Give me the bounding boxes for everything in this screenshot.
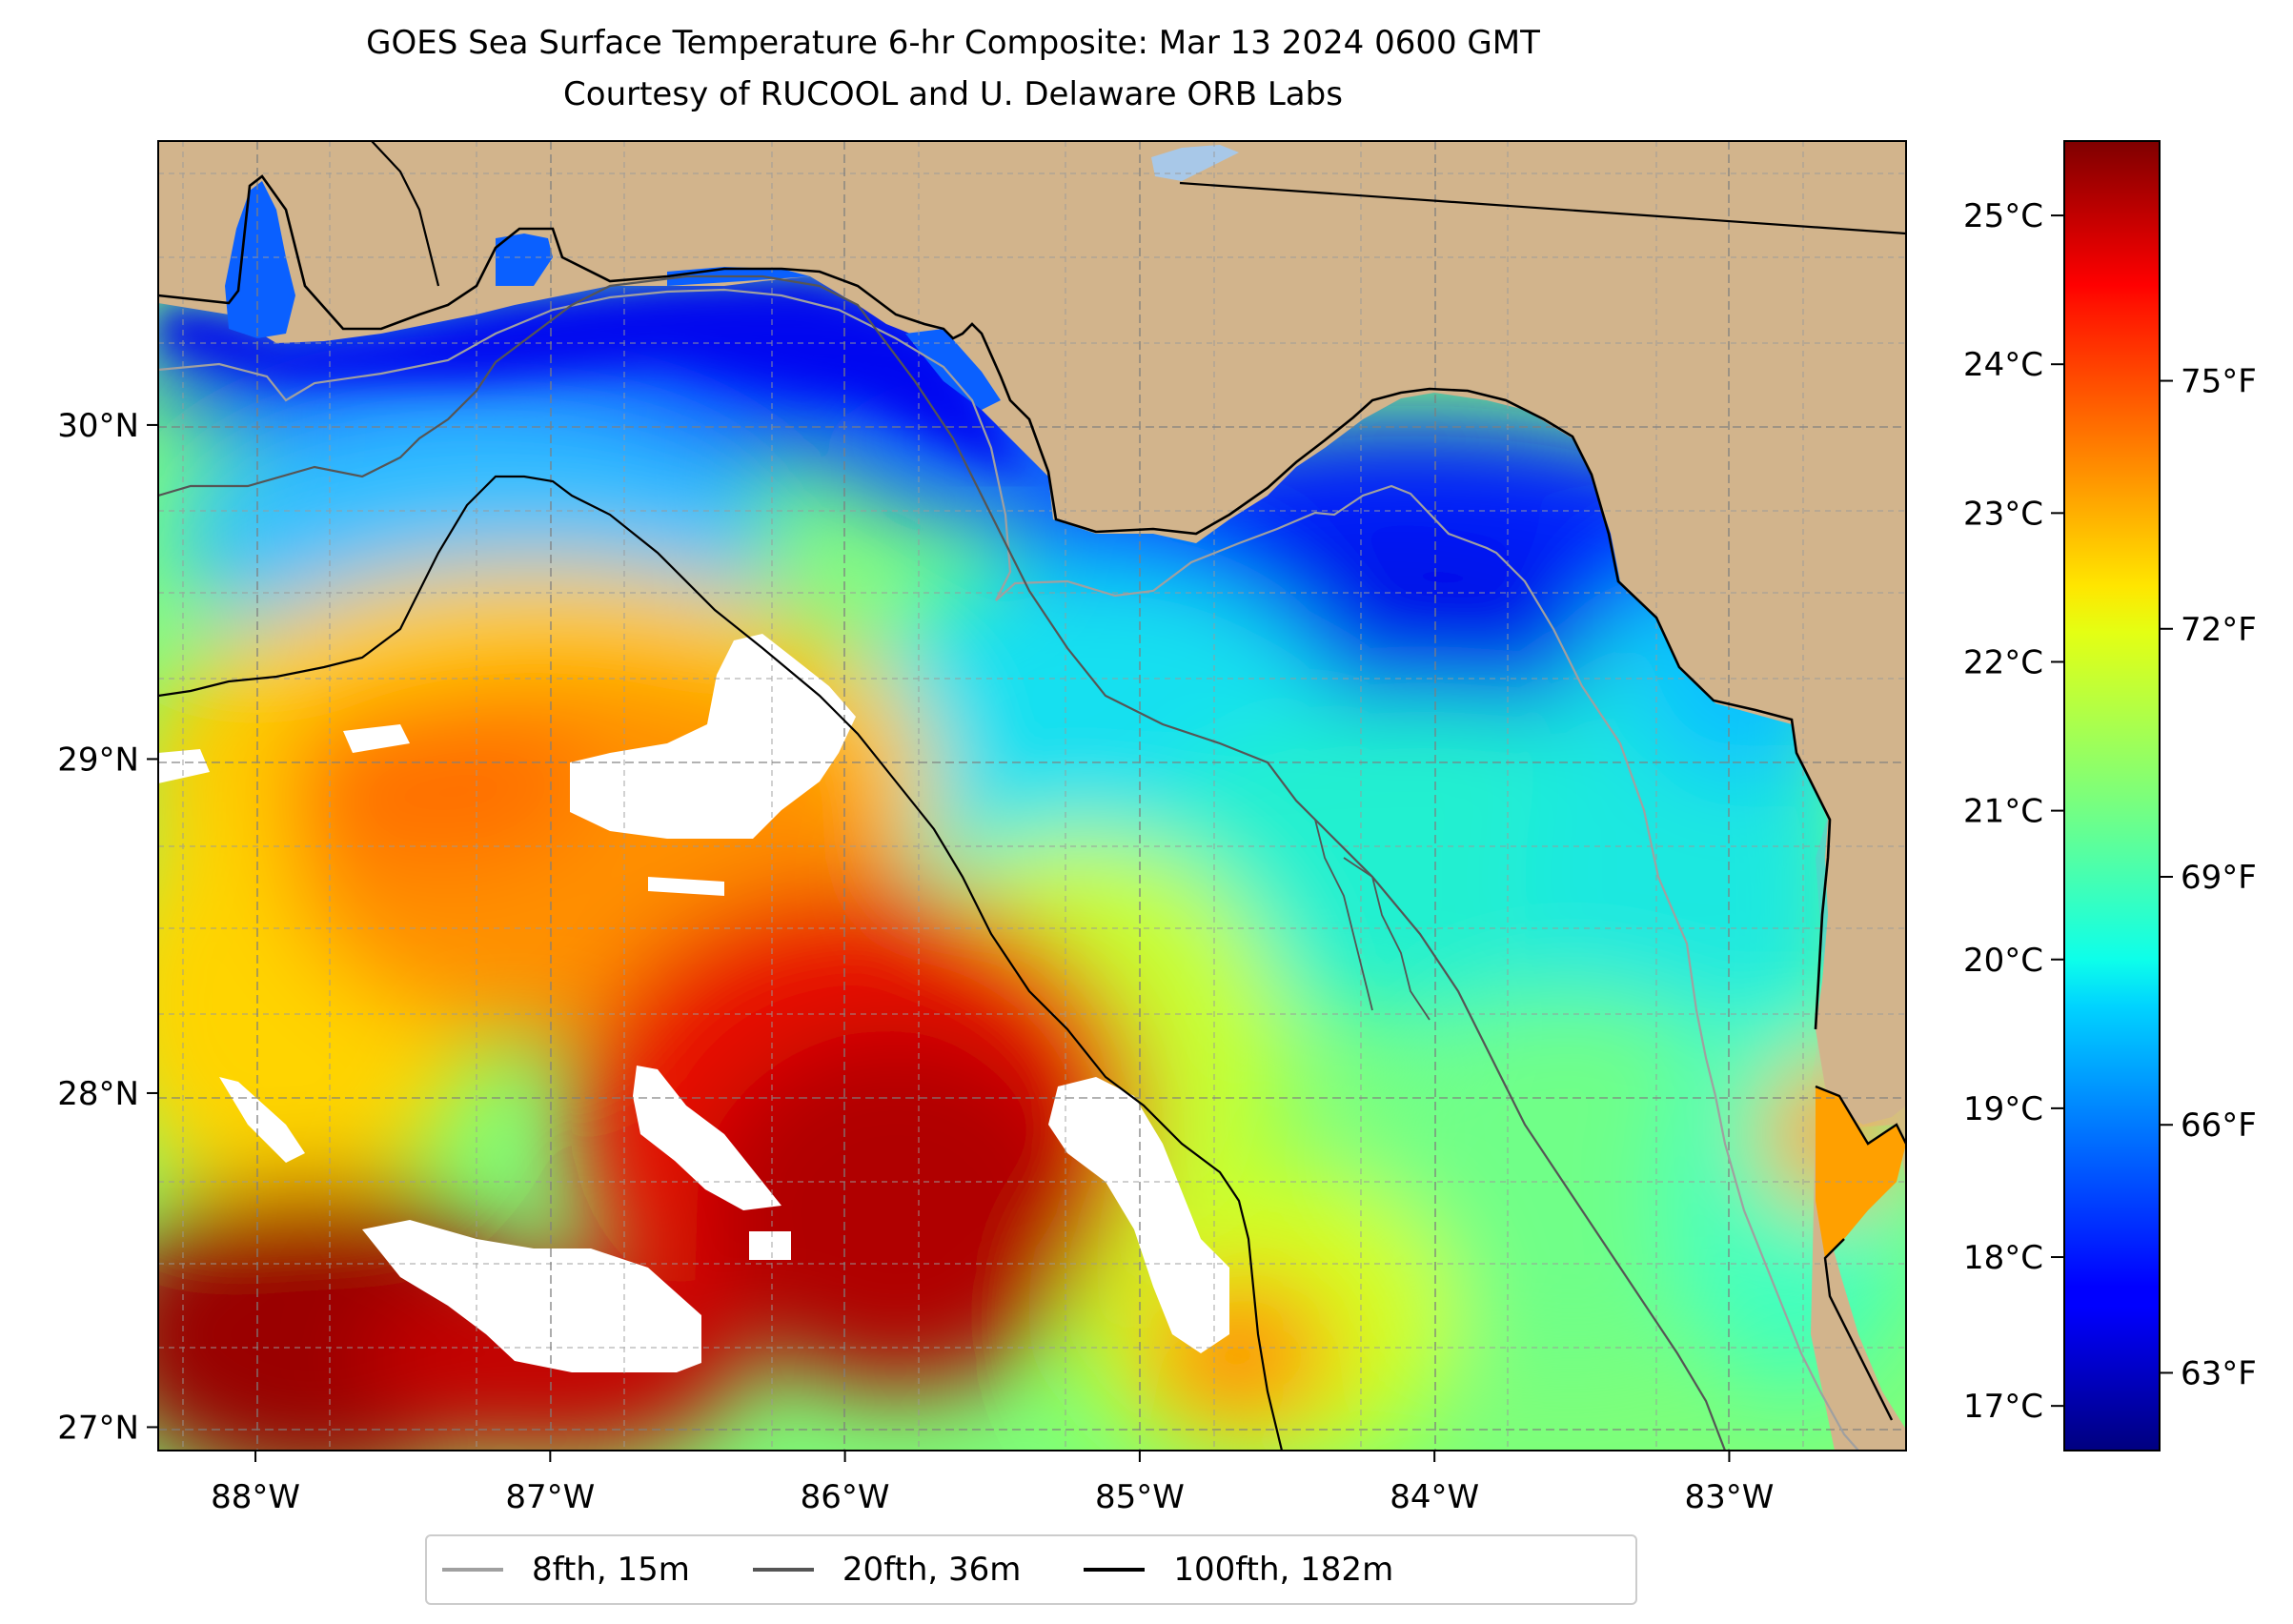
lon-tick-label: 87°W	[505, 1478, 595, 1516]
celsius-tick-label: 17°C	[1963, 1388, 2043, 1426]
isobath-20fth	[158, 274, 1727, 1451]
fahrenheit-tick-label: 75°F	[2181, 363, 2257, 401]
cloud-mask	[158, 634, 1229, 1372]
state-boundary	[1179, 181, 1906, 235]
land-overlay	[158, 141, 1906, 1125]
lon-tick-label: 84°W	[1390, 1478, 1479, 1516]
legend-line-swatch	[442, 1568, 503, 1572]
celsius-tick-label: 20°C	[1963, 942, 2043, 980]
celsius-tick-label: 22°C	[1963, 643, 2043, 681]
mobile-bay	[225, 181, 295, 338]
legend-line-swatch	[1084, 1568, 1146, 1572]
lon-tick-label: 85°W	[1095, 1478, 1185, 1516]
map-axis-ticks: 88°W 87°W 86°W 85°W 84°W 83°W 27°N 28°N 29°N 30°N	[57, 407, 1774, 1516]
legend-label: 20fth, 36m	[842, 1551, 1022, 1589]
legend-label: 100fth, 182m	[1173, 1551, 1394, 1589]
legend-item: 20fth, 36m	[690, 1551, 1022, 1589]
cold-nearshore-band	[158, 276, 1029, 477]
florida-lower-land	[1811, 1125, 1906, 1451]
lon-tick-label: 86°W	[801, 1478, 890, 1516]
cloud-patch	[1048, 1077, 1229, 1353]
tampa-bay-water	[1816, 1086, 1906, 1258]
fahrenheit-tick-label: 72°F	[2181, 611, 2257, 649]
coastline-tampa	[1815, 1085, 1906, 1421]
lat-tick-label: 27°N	[57, 1409, 139, 1447]
legend-item: 100fth, 182m	[1021, 1551, 1393, 1589]
chart-title: GOES Sea Surface Temperature 6-hr Compos…	[366, 24, 1540, 62]
cloud-patch	[648, 877, 724, 896]
isobath-20fth-details	[1314, 819, 1431, 1021]
lat-tick-label: 30°N	[57, 407, 139, 445]
colorbar-gradient	[2063, 140, 2161, 1451]
graticule-minor	[158, 141, 1906, 1451]
lake	[1151, 145, 1239, 181]
cloud-patch	[343, 724, 410, 753]
cloud-patch	[570, 634, 856, 839]
isobath-100fth	[158, 475, 1284, 1451]
lon-tick-label: 88°W	[211, 1478, 300, 1516]
cloud-patch	[749, 1231, 791, 1260]
isobath-detail	[1343, 857, 1431, 1021]
state-boundary	[371, 141, 440, 287]
political-boundaries	[371, 141, 1906, 287]
coastline	[158, 174, 1832, 1030]
lat-tick-label: 28°N	[57, 1075, 139, 1113]
celsius-tick-label: 18°C	[1963, 1239, 2043, 1277]
legend-line-swatch	[752, 1568, 814, 1572]
apalachicola-bay	[905, 329, 1001, 410]
pensacola-bay	[496, 233, 553, 286]
cloud-patch	[158, 749, 210, 783]
lon-tick-label: 83°W	[1684, 1478, 1774, 1516]
celsius-tick-label: 21°C	[1963, 793, 2043, 831]
legend-item: 8fth, 15m	[427, 1551, 690, 1589]
contour-legend: 8fth, 15m 20fth, 36m 100fth, 182m	[425, 1534, 1637, 1605]
fahrenheit-tick-label: 69°F	[2181, 859, 2257, 897]
isobath-8fth	[158, 288, 1859, 1451]
fahrenheit-tick-label: 63°F	[2181, 1354, 2257, 1392]
cloud-patch	[633, 1066, 781, 1210]
celsius-tick-label: 25°C	[1963, 197, 2043, 235]
isobath-detail	[1314, 819, 1373, 1011]
lat-tick-label: 29°N	[57, 741, 139, 779]
fahrenheit-tick-label: 66°F	[2181, 1106, 2257, 1145]
legend-label: 8fth, 15m	[532, 1551, 690, 1589]
colorbar-ticks: 17°C 18°C 19°C 20°C 21°C 22°C 23°C 24°C 25°C 63°F…	[1963, 197, 2257, 1426]
celsius-tick-label: 24°C	[1963, 346, 2043, 384]
map-frame	[157, 140, 1907, 1451]
cloud-patch	[362, 1220, 701, 1372]
chart-subtitle: Courtesy of RUCOOL and U. Delaware ORB L…	[563, 75, 1343, 113]
celsius-tick-label: 19°C	[1963, 1090, 2043, 1128]
celsius-tick-label: 23°C	[1963, 495, 2043, 533]
map-area	[158, 141, 1906, 1451]
